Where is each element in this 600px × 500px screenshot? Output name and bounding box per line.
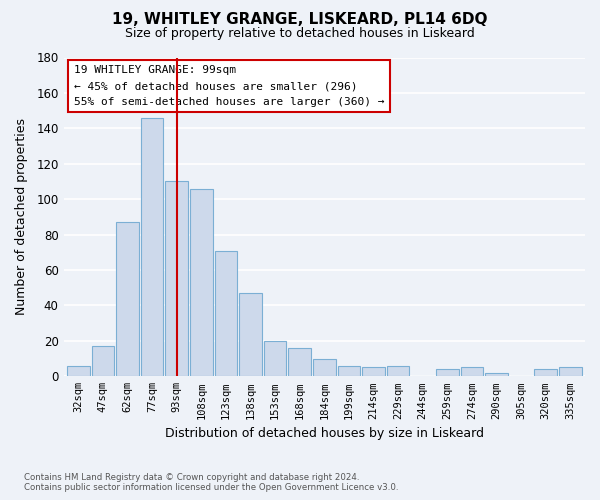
Bar	[559, 368, 581, 376]
Text: Contains HM Land Registry data © Crown copyright and database right 2024.
Contai: Contains HM Land Registry data © Crown c…	[24, 473, 398, 492]
Bar	[535, 369, 557, 376]
Bar	[239, 293, 262, 376]
Y-axis label: Number of detached properties: Number of detached properties	[15, 118, 28, 316]
Bar	[362, 368, 385, 376]
Bar	[338, 366, 360, 376]
Bar	[461, 368, 483, 376]
Bar	[313, 358, 335, 376]
Bar	[190, 188, 212, 376]
Bar	[215, 250, 237, 376]
Bar	[485, 373, 508, 376]
Bar	[289, 348, 311, 376]
Text: 19 WHITLEY GRANGE: 99sqm
← 45% of detached houses are smaller (296)
55% of semi-: 19 WHITLEY GRANGE: 99sqm ← 45% of detach…	[74, 66, 385, 106]
Bar	[67, 366, 89, 376]
X-axis label: Distribution of detached houses by size in Liskeard: Distribution of detached houses by size …	[165, 427, 484, 440]
Bar	[141, 118, 163, 376]
Text: Size of property relative to detached houses in Liskeard: Size of property relative to detached ho…	[125, 28, 475, 40]
Bar	[92, 346, 114, 376]
Bar	[264, 341, 286, 376]
Bar	[166, 182, 188, 376]
Bar	[436, 369, 458, 376]
Bar	[387, 366, 409, 376]
Text: 19, WHITLEY GRANGE, LISKEARD, PL14 6DQ: 19, WHITLEY GRANGE, LISKEARD, PL14 6DQ	[112, 12, 488, 28]
Bar	[116, 222, 139, 376]
